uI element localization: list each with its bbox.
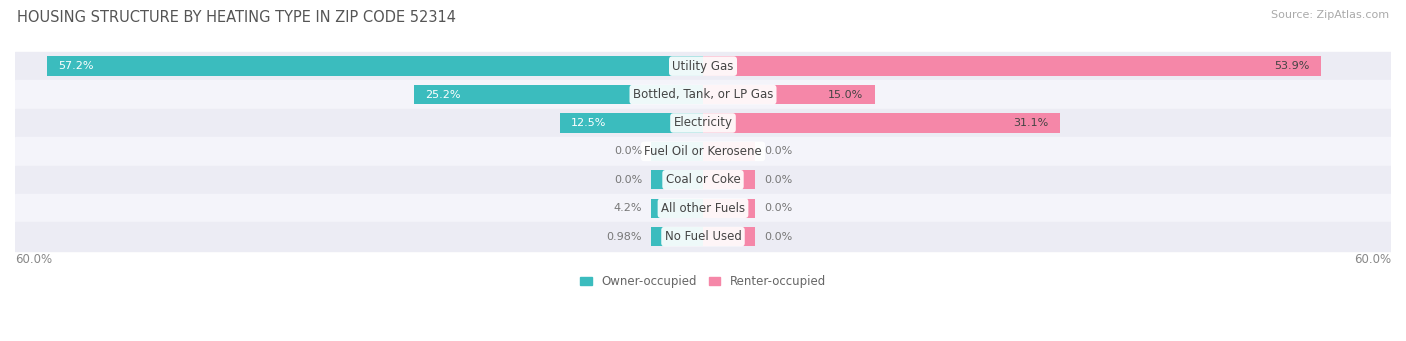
Text: 0.0%: 0.0% bbox=[763, 146, 792, 157]
Text: 15.0%: 15.0% bbox=[828, 90, 863, 100]
Text: 53.9%: 53.9% bbox=[1274, 61, 1309, 71]
Text: 60.0%: 60.0% bbox=[15, 253, 52, 266]
Bar bbox=[651, 170, 703, 190]
Bar bbox=[651, 142, 703, 161]
Text: 0.0%: 0.0% bbox=[763, 175, 792, 185]
Bar bbox=[651, 227, 703, 246]
Text: Utility Gas: Utility Gas bbox=[672, 60, 734, 73]
Bar bbox=[15, 222, 1391, 251]
Text: 4.2%: 4.2% bbox=[614, 203, 643, 213]
Bar bbox=[413, 85, 703, 104]
Bar bbox=[703, 142, 755, 161]
Text: HOUSING STRUCTURE BY HEATING TYPE IN ZIP CODE 52314: HOUSING STRUCTURE BY HEATING TYPE IN ZIP… bbox=[17, 10, 456, 25]
Bar bbox=[703, 227, 755, 246]
Text: Bottled, Tank, or LP Gas: Bottled, Tank, or LP Gas bbox=[633, 88, 773, 101]
Bar bbox=[15, 109, 1391, 137]
Text: All other Fuels: All other Fuels bbox=[661, 202, 745, 215]
Bar bbox=[15, 166, 1391, 194]
Text: Coal or Coke: Coal or Coke bbox=[665, 173, 741, 186]
Text: 25.2%: 25.2% bbox=[426, 90, 461, 100]
Bar bbox=[651, 198, 703, 218]
Bar bbox=[703, 198, 755, 218]
Bar bbox=[15, 194, 1391, 222]
Text: 0.0%: 0.0% bbox=[763, 232, 792, 242]
Text: 60.0%: 60.0% bbox=[1354, 253, 1391, 266]
Text: 0.98%: 0.98% bbox=[607, 232, 643, 242]
Bar bbox=[703, 113, 1060, 133]
Text: No Fuel Used: No Fuel Used bbox=[665, 230, 741, 243]
Bar bbox=[15, 137, 1391, 166]
Bar bbox=[703, 57, 1322, 76]
Bar bbox=[48, 57, 703, 76]
Text: Electricity: Electricity bbox=[673, 117, 733, 130]
Text: Source: ZipAtlas.com: Source: ZipAtlas.com bbox=[1271, 10, 1389, 20]
Text: 0.0%: 0.0% bbox=[763, 203, 792, 213]
Bar bbox=[15, 80, 1391, 109]
Bar bbox=[703, 170, 755, 190]
Legend: Owner-occupied, Renter-occupied: Owner-occupied, Renter-occupied bbox=[575, 270, 831, 293]
Text: 0.0%: 0.0% bbox=[614, 175, 643, 185]
Text: 57.2%: 57.2% bbox=[59, 61, 94, 71]
Text: 0.0%: 0.0% bbox=[614, 146, 643, 157]
Bar bbox=[703, 85, 875, 104]
Text: 31.1%: 31.1% bbox=[1012, 118, 1047, 128]
Text: Fuel Oil or Kerosene: Fuel Oil or Kerosene bbox=[644, 145, 762, 158]
Bar bbox=[15, 52, 1391, 80]
Text: 12.5%: 12.5% bbox=[571, 118, 606, 128]
Bar bbox=[560, 113, 703, 133]
